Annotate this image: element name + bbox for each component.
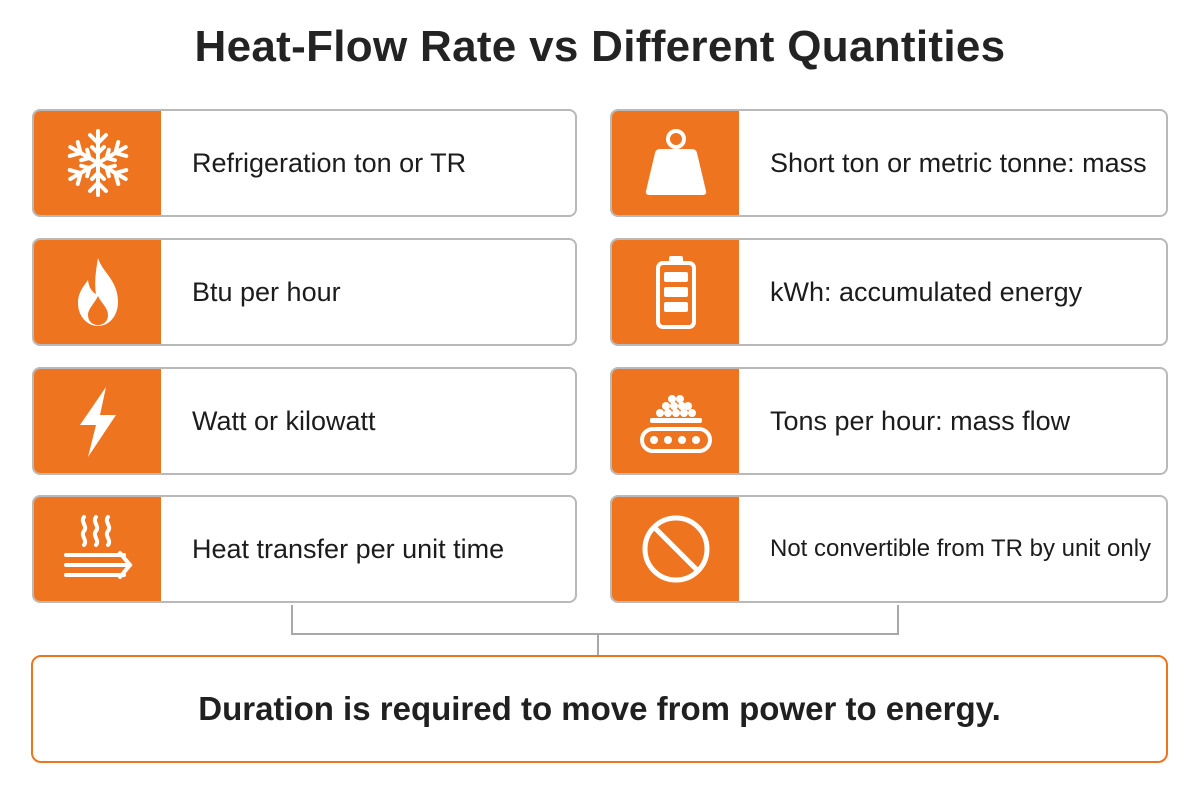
left-card-watt: Watt or kilowatt	[32, 367, 577, 475]
left-card-heat-transfer: Heat transfer per unit time	[32, 495, 577, 603]
right-card-label: Tons per hour: mass flow	[770, 405, 1071, 436]
right-card-kwh: kWh: accumulated energy	[610, 238, 1168, 346]
left-card-label: Refrigeration ton or TR	[192, 147, 467, 178]
right-card-mass-flow: Tons per hour: mass flow	[610, 367, 1168, 475]
flame-icon	[34, 240, 161, 344]
right-card-label: Not convertible from TR by unit only	[770, 535, 1152, 562]
heat-waves-arrow-icon	[34, 497, 161, 601]
right-card-not-convertible: Not convertible from TR by unit only	[610, 495, 1168, 603]
weight-icon	[612, 111, 739, 215]
snowflake-icon	[34, 111, 161, 215]
battery-icon	[612, 240, 739, 344]
footer-callout: Duration is required to move from power …	[31, 655, 1168, 763]
lightning-bolt-icon	[34, 369, 161, 473]
left-card-label: Heat transfer per unit time	[192, 533, 505, 564]
diagram-title: Heat-Flow Rate vs Different Quantities	[194, 22, 1006, 71]
right-card-label: kWh: accumulated energy	[770, 276, 1083, 307]
prohibited-icon	[612, 497, 739, 601]
left-card-label: Watt or kilowatt	[192, 405, 376, 436]
left-card-label: Btu per hour	[192, 276, 341, 307]
left-card-btu-per-hour: Btu per hour	[32, 238, 577, 346]
right-card-mass: Short ton or metric tonne: mass	[610, 109, 1168, 217]
conveyor-belt-icon	[612, 369, 739, 473]
right-card-label: Short ton or metric tonne: mass	[770, 147, 1147, 178]
left-card-refrigeration-ton: Refrigeration ton or TR	[32, 109, 577, 217]
